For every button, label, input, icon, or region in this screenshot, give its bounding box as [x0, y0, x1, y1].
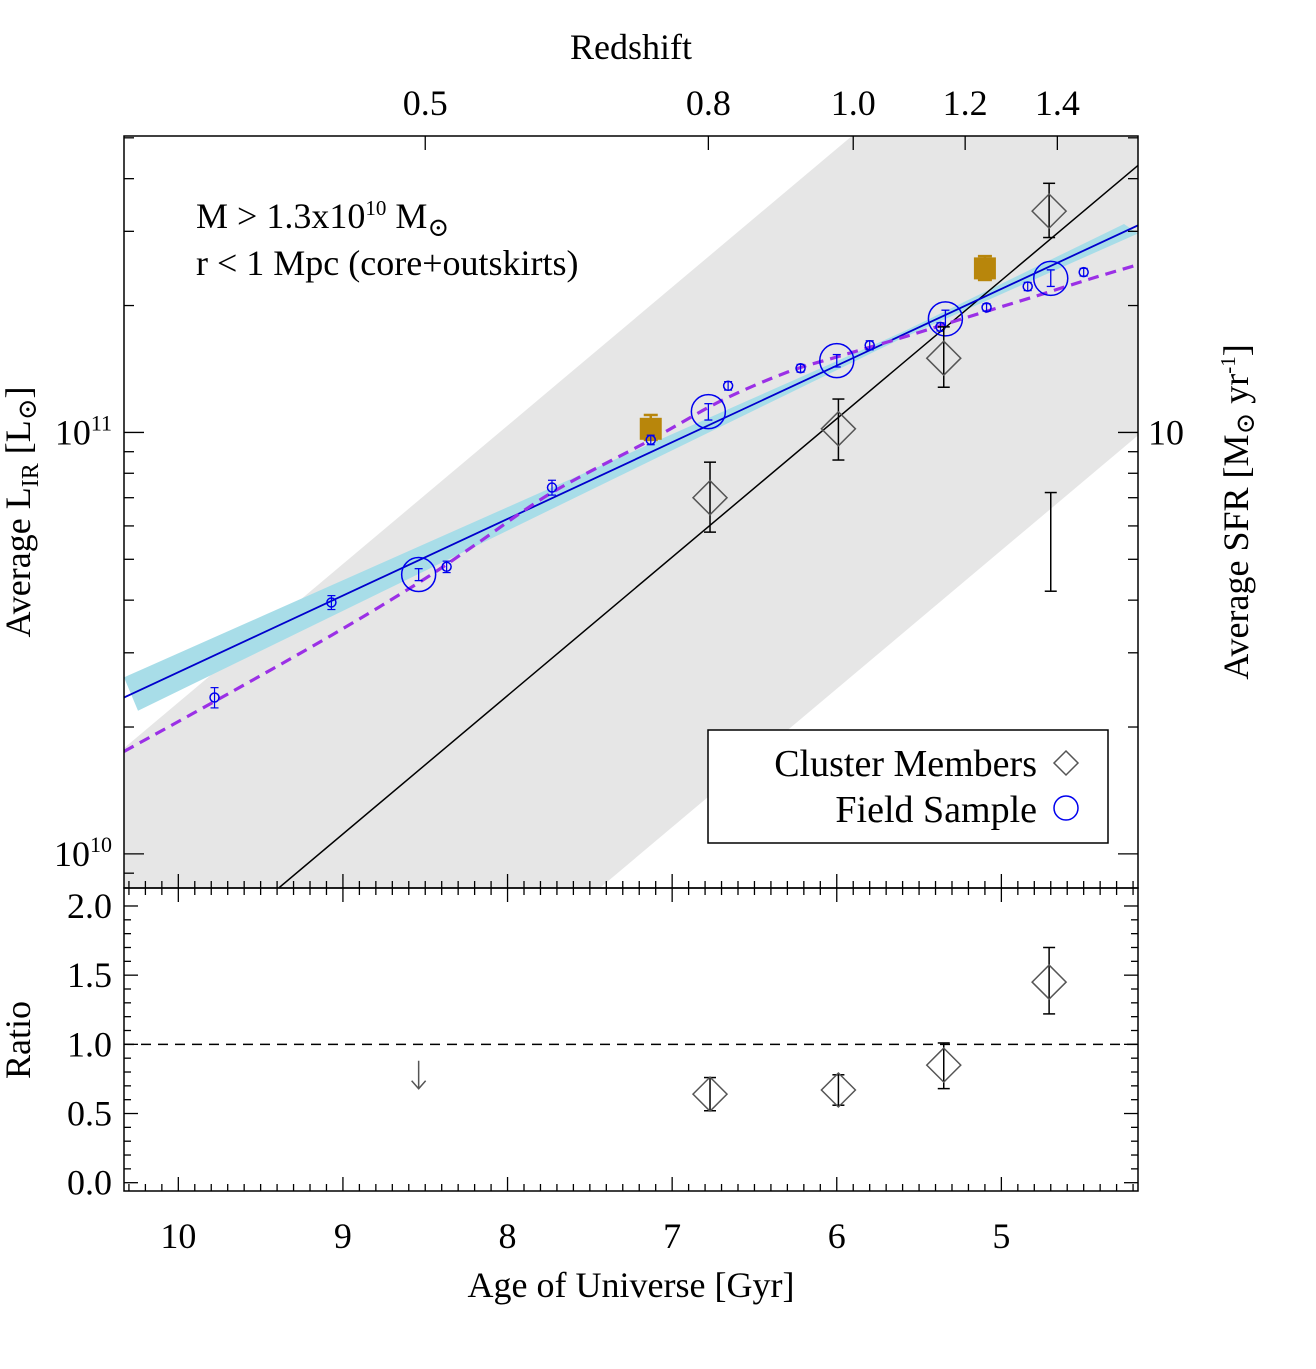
ratio-tick-label: 1.5	[67, 955, 112, 995]
redshift-tick-label: 0.8	[686, 83, 731, 123]
cluster-diamond-marker	[1031, 193, 1068, 230]
legend-diamond-icon	[1052, 749, 1080, 777]
field-small-circle-marker	[1022, 281, 1033, 292]
ratio-tick-label: 2.0	[67, 886, 112, 926]
cluster-fit-band	[124, 136, 1138, 888]
x-tick-label: 8	[499, 1216, 517, 1256]
field-small-circle-marker	[209, 692, 220, 703]
legend: Cluster Members Field Sample	[707, 729, 1109, 844]
ratio-panel-frame	[123, 887, 1139, 1192]
x-tick-label: 6	[828, 1216, 846, 1256]
literature-square-marker	[639, 417, 662, 440]
redshift-tick-label: 0.5	[403, 83, 448, 123]
redshift-tick-label: 1.4	[1035, 83, 1080, 123]
field-small-circle-marker	[1078, 266, 1089, 278]
ratio-axis-title: Ratio	[0, 1001, 38, 1079]
ratio-diamond-marker	[1031, 964, 1068, 1001]
cluster-diamond-marker	[691, 479, 729, 516]
field-circle-marker	[690, 393, 727, 430]
ratio-tick-label: 1.0	[67, 1024, 112, 1064]
redshift-tick-label: 1.0	[831, 83, 876, 123]
upper-limit-arrow-icon	[411, 1060, 427, 1090]
cluster-diamond-marker	[925, 340, 962, 377]
redshift-tick-label: 1.2	[943, 83, 988, 123]
radius-annotation: r < 1 Mpc (core+outskirts)	[196, 243, 579, 283]
x-tick-label: 10	[160, 1216, 196, 1256]
ratio-diamond-marker	[691, 1076, 729, 1113]
ratio-tick-label: 0.0	[67, 1163, 112, 1203]
field-circle-marker	[819, 342, 855, 379]
ratio-points	[124, 946, 1138, 1113]
x-axis-title: Age of Universe [Gyr]	[468, 1265, 795, 1305]
legend-cluster-label: Cluster Members	[774, 743, 1037, 785]
cluster-diamond-marker	[820, 410, 857, 447]
field-small-circle-marker	[546, 482, 558, 493]
literature-square-marker	[973, 257, 996, 280]
ratio-tick-label: 0.5	[67, 1094, 112, 1134]
mass-cut-annotation: M > 1.3x1010 M⊙	[196, 196, 449, 242]
field-fit-line	[124, 224, 1138, 699]
x-tick-label: 9	[334, 1216, 352, 1256]
field-fit-band	[124, 223, 1138, 711]
field-small-circle-marker	[722, 380, 734, 392]
x-tick-label: 7	[663, 1216, 681, 1256]
field-small-circle-marker	[864, 339, 875, 351]
field-circle-marker	[400, 556, 437, 593]
field-circle-marker	[927, 301, 964, 337]
field-small-circle-marker	[326, 597, 337, 608]
cluster-fit-line	[278, 164, 1138, 888]
ratio-diamond-marker	[925, 1047, 962, 1084]
tick-labels: 10 9 8 7 6 5 0.5 0.8 1.0 1.2 1.4 1010 1011 10 0.0 0.5 1.…	[54, 83, 1184, 1256]
axis-ticks	[124, 136, 1138, 1191]
y-tick-label: 1011	[55, 410, 112, 452]
data-points	[209, 182, 1089, 709]
top-axis-title: Redshift	[570, 27, 692, 67]
fit-uncertainty-bands	[124, 136, 1138, 888]
y-right-tick-label: 10	[1148, 412, 1184, 452]
legend-circle-icon	[1053, 795, 1079, 821]
field-small-circle-marker	[981, 302, 992, 313]
y-tick-label: 1010	[54, 832, 112, 874]
legend-field-label: Field Sample	[835, 789, 1037, 831]
x-tick-label: 5	[992, 1216, 1010, 1256]
field-small-circle-marker	[441, 561, 452, 573]
ratio-diamond-marker	[820, 1071, 857, 1109]
field-small-circle-marker	[795, 362, 806, 374]
field-circle-marker	[1033, 260, 1069, 297]
left-axis-title: Average LIR [L⊙]	[0, 386, 44, 637]
right-axis-title: Average SFR [M⊙ yr-1]	[1216, 344, 1260, 680]
field-small-circle-marker	[645, 434, 657, 446]
